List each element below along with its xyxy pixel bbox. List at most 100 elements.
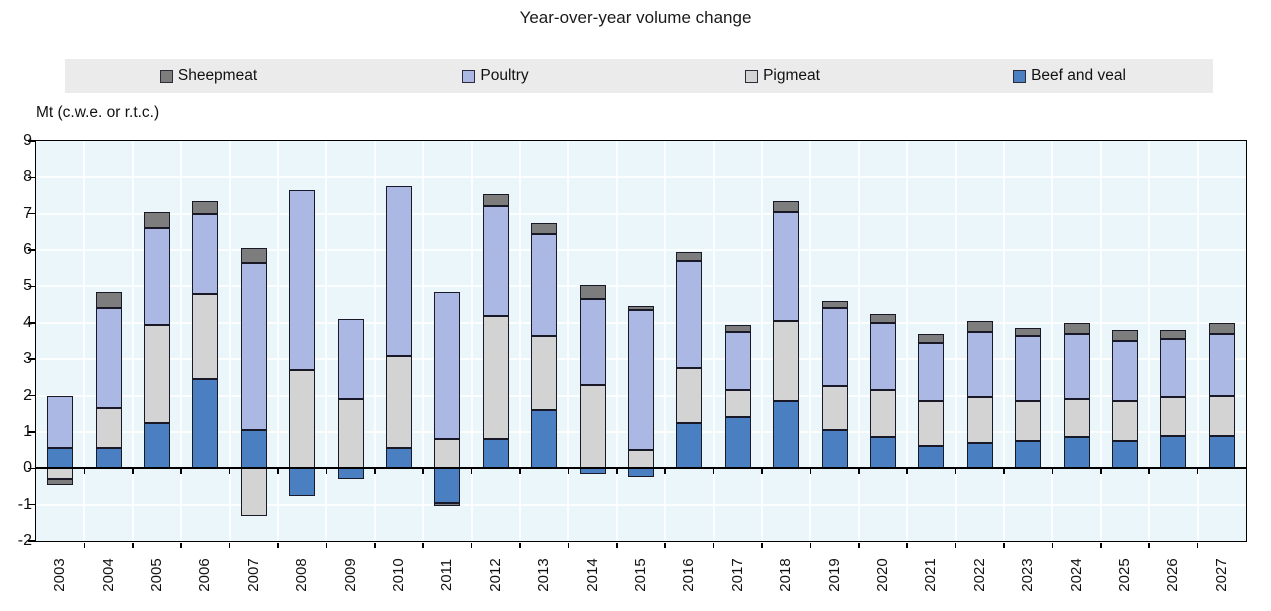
- x-axis-label-2013: 2013: [535, 558, 553, 592]
- x-axis-bottom-tick: [858, 542, 860, 548]
- bar-segment-poultry-2026: [1160, 339, 1187, 398]
- gridline-vertical: [567, 141, 570, 541]
- gridline-vertical: [954, 141, 957, 541]
- bar-segment-sheepmeat-2024: [1063, 322, 1090, 334]
- x-axis-bottom-tick: [906, 542, 908, 548]
- y-axis-tick-label: 2: [23, 386, 32, 404]
- x-axis-label-2023: 2023: [1019, 558, 1037, 592]
- legend-marker-poultry-icon: [462, 69, 476, 83]
- bar-segment-poultry-2022: [966, 331, 993, 398]
- gridline-vertical: [373, 141, 376, 541]
- gridline-vertical: [615, 141, 618, 541]
- x-axis-label-2020: 2020: [874, 558, 891, 592]
- bar-segment-poultry-2005: [144, 228, 170, 325]
- gridline-vertical: [1051, 141, 1054, 541]
- legend-label-sheepmeat: Sheepmeat: [177, 67, 258, 84]
- x-axis-tick: [228, 469, 231, 475]
- bar-segment-pigmeat-2013: [531, 335, 558, 411]
- legend-label-beef-and-veal: Beef and veal: [1031, 67, 1126, 84]
- gridline-horizontal: [36, 176, 1246, 179]
- gridline-vertical: [761, 141, 763, 541]
- x-axis-bottom-tick: [83, 542, 86, 548]
- y-axis-tick: [27, 212, 35, 215]
- x-axis-label-2003: 2003: [51, 558, 69, 592]
- legend: Sheepmeat Poultry Pigmeat Beef and veal: [65, 59, 1213, 93]
- bar-segment-beef-and-veal-2005: [144, 422, 170, 469]
- x-axis-label-2018: 2018: [777, 558, 795, 592]
- bar-segment-pigmeat-2006: [192, 293, 219, 380]
- x-axis-label-2007: 2007: [244, 558, 262, 592]
- y-axis-tick-label: 7: [23, 204, 32, 222]
- bar-segment-beef-and-veal-2018: [773, 401, 800, 469]
- bar-segment-beef-and-veal-2027: [1208, 435, 1235, 469]
- bar-segment-sheepmeat-2018: [773, 201, 800, 212]
- bar-segment-pigmeat-2023: [1015, 401, 1042, 441]
- bar-segment-sheepmeat-2017: [724, 324, 751, 332]
- gridline-horizontal: [36, 249, 1246, 252]
- y-axis-title: Mt (c.w.e. or r.t.c.): [36, 104, 160, 121]
- legend-item-beef-and-veal: Beef and veal: [926, 67, 1213, 85]
- x-axis-label-2025: 2025: [1116, 558, 1133, 592]
- bar-segment-pigmeat-2003: [47, 468, 74, 480]
- x-axis-bottom-tick: [180, 542, 182, 548]
- x-axis-bottom-tick: [277, 542, 279, 548]
- y-axis-tick-label: 0: [23, 459, 32, 477]
- gridline-vertical: [131, 141, 134, 541]
- gridline-horizontal: [36, 503, 1246, 506]
- x-axis-tick: [325, 469, 328, 475]
- bar-segment-sheepmeat-2003: [47, 479, 74, 485]
- x-axis-label-2019: 2019: [825, 558, 843, 592]
- bar-segment-poultry-2010: [386, 186, 412, 356]
- x-axis-bottom-tick: [809, 542, 812, 548]
- legend-item-pigmeat: Pigmeat: [639, 67, 926, 85]
- bar-segment-pigmeat-2022: [966, 397, 993, 443]
- y-axis-tick: [27, 467, 35, 470]
- x-axis-tick: [422, 469, 424, 475]
- bar-segment-poultry-2019: [821, 308, 848, 387]
- bar-segment-pigmeat-2019: [821, 386, 848, 431]
- x-axis-tick: [1003, 469, 1005, 475]
- legend-item-sheepmeat: Sheepmeat: [65, 67, 352, 85]
- bar-segment-pigmeat-2009: [337, 399, 364, 469]
- bar-segment-pigmeat-2027: [1208, 395, 1235, 436]
- x-axis-bottom-tick: [470, 542, 473, 548]
- bar-segment-beef-and-veal-2009: [337, 468, 364, 480]
- plot-area: 9 8 7 6 5 4 3 2 1 0 -1 -2 2003 2004 2005 2006 2007 2008 20…: [18, 132, 1247, 592]
- bar-segment-poultry-2018: [773, 211, 800, 321]
- x-axis-tick: [83, 469, 86, 475]
- bar-segment-pigmeat-2020: [870, 390, 896, 438]
- x-axis-bottom-tick: [761, 542, 763, 548]
- bar-segment-beef-and-veal-2003: [47, 448, 74, 469]
- x-axis-label-2022: 2022: [970, 558, 988, 592]
- bar-segment-poultry-2015: [628, 310, 654, 451]
- y-axis-tick: [27, 358, 35, 360]
- gridline-vertical: [1196, 141, 1199, 541]
- y-axis-tick: [27, 431, 35, 433]
- bar-segment-poultry-2016: [676, 261, 703, 369]
- x-axis-bottom-tick: [567, 542, 570, 548]
- bar-segment-pigmeat-2017: [724, 390, 751, 418]
- bar-segment-beef-and-veal-2025: [1112, 441, 1138, 469]
- legend-item-poultry: Poultry: [352, 67, 639, 85]
- gridline-vertical: [857, 141, 860, 541]
- x-axis-tick: [132, 469, 134, 475]
- x-axis-tick: [1196, 469, 1199, 475]
- x-axis-label-2026: 2026: [1164, 558, 1182, 592]
- bar-segment-poultry-2012: [482, 206, 509, 316]
- bar-segment-pigmeat-2011: [434, 439, 461, 469]
- bar-segment-beef-and-veal-2023: [1015, 441, 1042, 469]
- bar-segment-pigmeat-2024: [1063, 399, 1090, 438]
- legend-marker-sheepmeat-icon: [159, 69, 173, 83]
- y-axis-tick: [27, 540, 35, 542]
- bar-segment-sheepmeat-2012: [482, 193, 509, 207]
- x-axis-tick: [470, 469, 473, 475]
- bar-segment-beef-and-veal-2010: [386, 448, 412, 469]
- gridline-vertical: [325, 141, 328, 541]
- bar-segment-poultry-2014: [579, 299, 606, 385]
- gridline-vertical: [228, 141, 231, 541]
- bar-segment-poultry-2025: [1112, 341, 1138, 401]
- y-axis-tick: [27, 249, 35, 251]
- bar-segment-beef-and-veal-2022: [966, 442, 993, 469]
- y-axis-tick-label: 9: [23, 132, 32, 149]
- bar-segment-poultry-2017: [724, 331, 751, 391]
